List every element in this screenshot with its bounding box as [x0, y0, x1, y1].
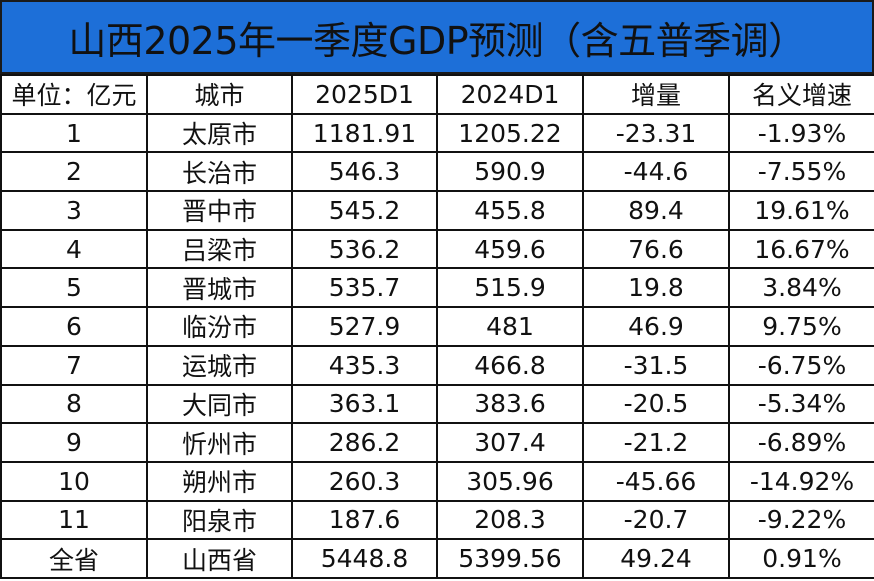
- cell-gdp-2024d1: 590.9: [436, 151, 584, 193]
- cell-city: 阳泉市: [146, 499, 293, 541]
- cell-growth-rate: -6.89%: [728, 422, 874, 463]
- cell-increase: -20.7: [582, 499, 730, 541]
- table-row: 4 吕梁市 536.2 459.6 76.6 16.67%: [0, 228, 874, 270]
- cell-city: 忻州市: [146, 422, 293, 463]
- header-growth-rate: 名义增速: [728, 74, 874, 115]
- cell-city: 太原市: [146, 112, 293, 154]
- header-city: 城市: [146, 74, 293, 115]
- cell-gdp-2025d1: 187.6: [291, 499, 438, 541]
- cell-city: 吕梁市: [146, 228, 293, 270]
- cell-increase: 49.24: [582, 538, 730, 579]
- header-gdp-2025d1: 2025D1: [291, 74, 438, 115]
- cell-growth-rate: 9.75%: [728, 306, 874, 347]
- cell-growth-rate: 19.61%: [728, 190, 874, 231]
- cell-gdp-2025d1: 363.1: [291, 383, 438, 425]
- cell-rank: 9: [0, 422, 148, 463]
- cell-gdp-2024d1: 1205.22: [436, 112, 584, 154]
- cell-increase: -45.66: [582, 460, 730, 502]
- cell-growth-rate: -9.22%: [728, 499, 874, 541]
- table-row: 6 临汾市 527.9 481 46.9 9.75%: [0, 306, 874, 347]
- cell-gdp-2025d1: 535.7: [291, 267, 438, 309]
- table-title: 山西2025年一季度GDP预测（含五普季调）: [0, 0, 874, 74]
- cell-city: 晋城市: [146, 267, 293, 309]
- header-gdp-2024d1: 2024D1: [436, 74, 584, 115]
- cell-gdp-2024d1: 481: [436, 306, 584, 347]
- table-row: 8 大同市 363.1 383.6 -20.5 -5.34%: [0, 383, 874, 425]
- cell-increase: -44.6: [582, 151, 730, 193]
- table-row: 9 忻州市 286.2 307.4 -21.2 -6.89%: [0, 422, 874, 463]
- cell-city: 长治市: [146, 151, 293, 193]
- cell-gdp-2024d1: 208.3: [436, 499, 584, 541]
- header-increase: 增量: [582, 74, 730, 115]
- cell-increase: 76.6: [582, 228, 730, 270]
- cell-gdp-2025d1: 1181.91: [291, 112, 438, 154]
- cell-gdp-2025d1: 545.2: [291, 190, 438, 231]
- cell-gdp-2024d1: 383.6: [436, 383, 584, 425]
- cell-gdp-2024d1: 459.6: [436, 228, 584, 270]
- cell-city: 运城市: [146, 344, 293, 386]
- cell-city: 临汾市: [146, 306, 293, 347]
- cell-growth-rate: -14.92%: [728, 460, 874, 502]
- cell-rank: 1: [0, 112, 148, 154]
- cell-rank: 6: [0, 306, 148, 347]
- cell-city: 晋中市: [146, 190, 293, 231]
- cell-rank: 5: [0, 267, 148, 309]
- table-row: 2 长治市 546.3 590.9 -44.6 -7.55%: [0, 151, 874, 193]
- table-row: 5 晋城市 535.7 515.9 19.8 3.84%: [0, 267, 874, 309]
- cell-growth-rate: 3.84%: [728, 267, 874, 309]
- cell-gdp-2024d1: 307.4: [436, 422, 584, 463]
- table-row: 1 太原市 1181.91 1205.22 -23.31 -1.93%: [0, 112, 874, 154]
- cell-city: 大同市: [146, 383, 293, 425]
- cell-increase: 89.4: [582, 190, 730, 231]
- cell-rank: 全省: [0, 538, 148, 579]
- cell-growth-rate: 16.67%: [728, 228, 874, 270]
- cell-increase: 46.9: [582, 306, 730, 347]
- table-row: 3 晋中市 545.2 455.8 89.4 19.61%: [0, 190, 874, 231]
- cell-increase: -20.5: [582, 383, 730, 425]
- cell-increase: -23.31: [582, 112, 730, 154]
- cell-gdp-2025d1: 286.2: [291, 422, 438, 463]
- header-rank: 单位：亿元: [0, 74, 148, 115]
- table-row: 7 运城市 435.3 466.8 -31.5 -6.75%: [0, 344, 874, 386]
- table-row: 11 阳泉市 187.6 208.3 -20.7 -9.22%: [0, 499, 874, 541]
- cell-gdp-2025d1: 546.3: [291, 151, 438, 193]
- cell-gdp-2024d1: 455.8: [436, 190, 584, 231]
- cell-growth-rate: -5.34%: [728, 383, 874, 425]
- cell-rank: 8: [0, 383, 148, 425]
- cell-gdp-2025d1: 260.3: [291, 460, 438, 502]
- cell-city: 山西省: [146, 538, 293, 579]
- cell-gdp-2025d1: 435.3: [291, 344, 438, 386]
- cell-gdp-2024d1: 305.96: [436, 460, 584, 502]
- cell-increase: -31.5: [582, 344, 730, 386]
- cell-gdp-2025d1: 5448.8: [291, 538, 438, 579]
- cell-rank: 10: [0, 460, 148, 502]
- cell-rank: 2: [0, 151, 148, 193]
- cell-growth-rate: -1.93%: [728, 112, 874, 154]
- header-row: 单位：亿元 城市 2025D1 2024D1 增量 名义增速: [0, 74, 874, 115]
- total-row: 全省 山西省 5448.8 5399.56 49.24 0.91%: [0, 538, 874, 579]
- cell-gdp-2024d1: 466.8: [436, 344, 584, 386]
- cell-growth-rate: -7.55%: [728, 151, 874, 193]
- cell-gdp-2025d1: 536.2: [291, 228, 438, 270]
- cell-rank: 11: [0, 499, 148, 541]
- table-row: 10 朔州市 260.3 305.96 -45.66 -14.92%: [0, 460, 874, 502]
- gdp-table: 单位：亿元 城市 2025D1 2024D1 增量 名义增速 1 太原市 1181.91 1205…: [0, 74, 874, 579]
- cell-rank: 7: [0, 344, 148, 386]
- cell-rank: 3: [0, 190, 148, 231]
- cell-gdp-2025d1: 527.9: [291, 306, 438, 347]
- cell-increase: -21.2: [582, 422, 730, 463]
- cell-increase: 19.8: [582, 267, 730, 309]
- cell-city: 朔州市: [146, 460, 293, 502]
- cell-gdp-2024d1: 5399.56: [436, 538, 584, 579]
- cell-growth-rate: -6.75%: [728, 344, 874, 386]
- cell-rank: 4: [0, 228, 148, 270]
- cell-gdp-2024d1: 515.9: [436, 267, 584, 309]
- cell-growth-rate: 0.91%: [728, 538, 874, 579]
